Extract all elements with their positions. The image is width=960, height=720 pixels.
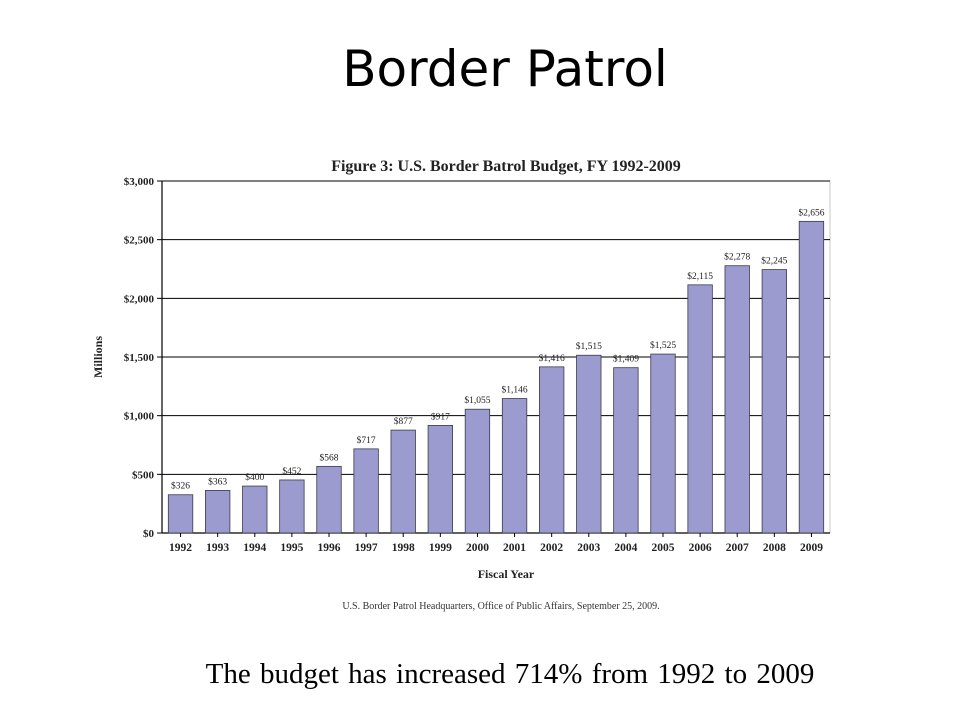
x-tick-label: 2006: [689, 542, 712, 554]
x-tick-label: 2007: [726, 542, 749, 554]
data-label: $326: [171, 481, 190, 492]
bar: [242, 485, 268, 534]
x-tick-label: 2000: [466, 542, 489, 554]
bar-chart: Figure 3: U.S. Border Batrol Budget, FY …: [91, 158, 831, 612]
data-label: $717: [357, 435, 376, 446]
bar: [464, 408, 491, 534]
bar: [650, 353, 676, 534]
bar: [613, 367, 639, 534]
x-tick-label: 2009: [800, 542, 823, 554]
x-axis-label: Fiscal Year: [478, 567, 535, 581]
data-label: $2,245: [761, 256, 787, 267]
bar: [539, 366, 565, 534]
chart-figure: Figure 3: U.S. Border Batrol Budget, FY …: [88, 148, 848, 633]
x-tick-label: 2002: [540, 542, 563, 554]
data-label: $917: [431, 411, 450, 422]
y-tick-label: $3,000: [124, 176, 155, 188]
data-label: $2,656: [798, 207, 824, 218]
x-tick-label: 1996: [318, 542, 341, 554]
bar: [167, 494, 194, 534]
y-axis-label: Millions: [91, 336, 105, 378]
bar: [316, 465, 342, 534]
y-tick-label: $1,500: [124, 352, 155, 364]
bar: [576, 354, 602, 534]
data-label: $452: [282, 466, 301, 477]
data-label: $2,115: [687, 271, 713, 282]
data-label: $1,515: [576, 341, 602, 352]
data-label: $1,146: [501, 385, 527, 396]
x-tick-label: 2001: [503, 542, 526, 554]
data-label: $1,525: [650, 340, 676, 351]
data-label: $1,055: [464, 395, 490, 406]
bar: [205, 490, 231, 534]
y-tick-label: $2,000: [124, 293, 155, 305]
x-tick-label: 2008: [763, 542, 786, 554]
x-tick-label: 1997: [355, 542, 378, 554]
data-label: $1,409: [613, 354, 639, 365]
bar: [798, 220, 825, 534]
data-label: $400: [245, 472, 264, 483]
x-tick-label: 1993: [206, 542, 229, 554]
bar: [390, 429, 416, 534]
y-tick-label: $500: [132, 469, 155, 481]
chart-source: U.S. Border Patrol Headquarters, Office …: [342, 601, 659, 612]
data-label: $2,278: [724, 252, 750, 263]
x-tick-label: 2005: [652, 542, 675, 554]
bar: [353, 448, 379, 534]
bar: [724, 265, 750, 534]
data-label: $568: [320, 452, 339, 463]
x-tick-label: 2003: [577, 542, 600, 554]
x-tick-label: 1994: [243, 542, 266, 554]
data-label: $363: [208, 476, 227, 487]
y-tick-label: $0: [143, 528, 155, 540]
y-tick-label: $2,500: [124, 235, 155, 247]
x-tick-label: 1992: [169, 542, 192, 554]
bar: [687, 284, 713, 534]
chart-title: Figure 3: U.S. Border Batrol Budget, FY …: [331, 158, 681, 175]
x-tick-label: 1999: [429, 542, 452, 554]
y-tick-label: $1,000: [124, 411, 155, 423]
bar: [761, 269, 787, 534]
slide-caption: The budget has increased 714% from 1992 …: [205, 658, 815, 690]
slide-title: Border Patrol: [342, 40, 668, 98]
bar: [427, 425, 453, 534]
bar: [501, 398, 528, 534]
data-label: $877: [394, 416, 413, 427]
x-tick-label: 1998: [392, 542, 415, 554]
x-tick-label: 1995: [280, 542, 303, 554]
x-tick-label: 2004: [614, 542, 637, 554]
data-label: $1,416: [539, 353, 565, 364]
bar: [279, 479, 305, 534]
